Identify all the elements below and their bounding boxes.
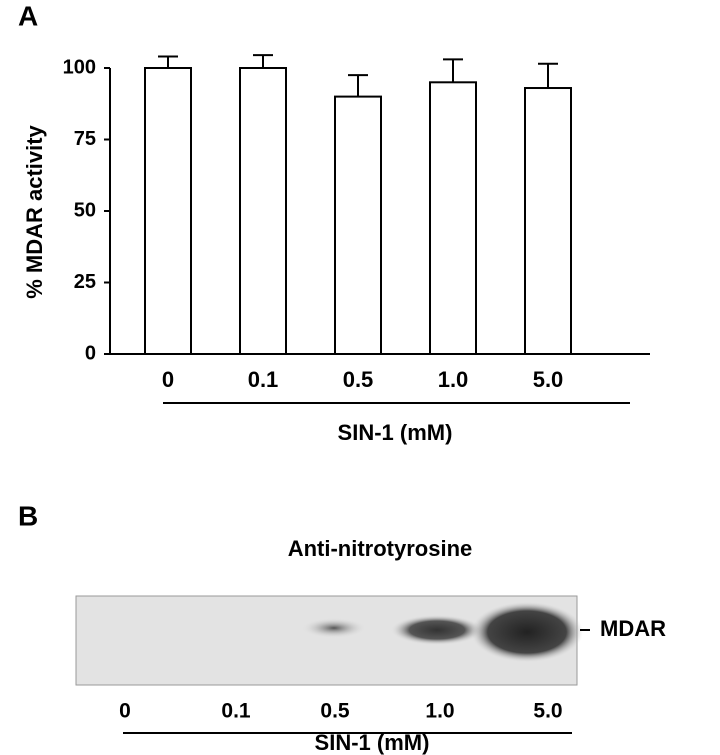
x-tick-label: 1.0 bbox=[438, 367, 469, 392]
lane-label: 5.0 bbox=[533, 700, 562, 723]
y-tick-label: 100 bbox=[63, 56, 96, 78]
panel-label: A bbox=[18, 0, 38, 31]
bar bbox=[524, 87, 572, 356]
band-label: MDAR bbox=[600, 616, 666, 641]
lane-label: 0.5 bbox=[320, 700, 350, 723]
y-axis-label: % MDAR activity bbox=[22, 124, 47, 298]
y-tick-label: 0 bbox=[85, 342, 96, 364]
x-tick-label: 5.0 bbox=[533, 367, 564, 392]
blot-x-label: SIN-1 (mM) bbox=[315, 730, 430, 755]
bar bbox=[334, 95, 382, 355]
x-tick-label: 0 bbox=[162, 367, 174, 392]
bar bbox=[144, 67, 192, 355]
y-tick-label: 75 bbox=[74, 128, 96, 150]
y-tick-label: 25 bbox=[74, 271, 96, 293]
lane-label: 0 bbox=[119, 700, 131, 723]
lane-label: 1.0 bbox=[425, 700, 454, 723]
blot-band bbox=[471, 602, 583, 662]
y-tick-label: 50 bbox=[74, 199, 96, 221]
blot-title: Anti-nitrotyrosine bbox=[288, 536, 473, 561]
x-axis-label: SIN-1 (mM) bbox=[338, 420, 453, 445]
x-tick-label: 0.5 bbox=[343, 367, 374, 392]
bar bbox=[429, 81, 477, 356]
bar bbox=[239, 67, 287, 355]
blot-band bbox=[391, 615, 483, 645]
panel-label: B bbox=[18, 500, 38, 531]
lane-label: 0.1 bbox=[221, 700, 251, 723]
blot-band bbox=[302, 618, 366, 638]
x-tick-label: 0.1 bbox=[248, 367, 279, 392]
